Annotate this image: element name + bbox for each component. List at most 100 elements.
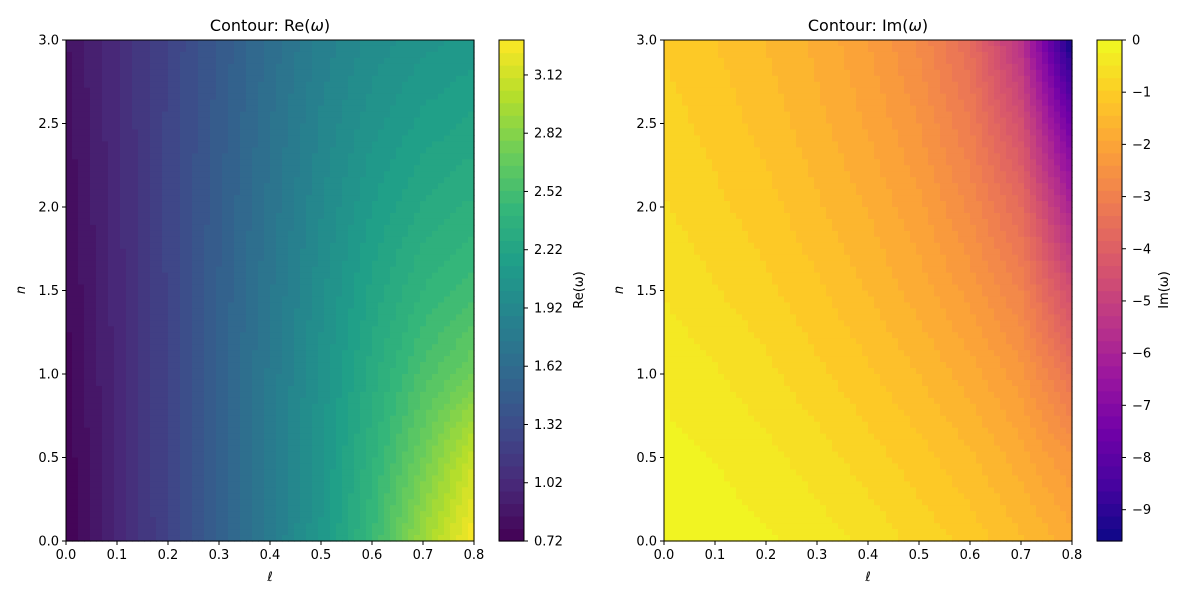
contour-cell (138, 379, 145, 387)
contour-cell (252, 409, 259, 417)
contour-cell (144, 457, 151, 465)
contour-cell (66, 75, 73, 83)
contour-cell (180, 350, 187, 357)
contour-cell (354, 433, 361, 441)
contour-cell (174, 117, 181, 125)
contour-cell (324, 99, 331, 107)
contour-cell (198, 40, 205, 47)
contour-cell (234, 242, 241, 250)
contour-cell (372, 350, 379, 357)
contour-cell (318, 427, 325, 435)
contour-cell (246, 171, 253, 178)
contour-cell (96, 236, 103, 244)
contour-cell (210, 314, 217, 321)
contour-cell (384, 45, 391, 53)
contour-cell (96, 397, 103, 405)
contour-cell (258, 308, 265, 315)
contour-cell (396, 415, 403, 423)
contour-cell (402, 57, 409, 65)
contour-cell (396, 469, 403, 476)
contour-cell (222, 379, 229, 387)
contour-cell (96, 81, 103, 89)
contour-cell (378, 326, 385, 333)
contour-cell (216, 409, 223, 417)
contour-cell (372, 177, 379, 184)
contour-cell (168, 391, 175, 399)
contour-cell (270, 457, 277, 465)
contour-cell (186, 385, 193, 393)
contour-cell (198, 111, 205, 119)
contour-cell (216, 123, 223, 131)
contour-cell (246, 362, 253, 369)
contour-cell (138, 421, 145, 429)
contour-cell (234, 445, 241, 453)
contour-cell (156, 445, 163, 453)
contour-cell (204, 385, 211, 393)
contour-cell (294, 75, 301, 83)
contour-cell (144, 123, 151, 131)
contour-cell (396, 69, 403, 77)
contour-cell (282, 308, 289, 315)
contour-cell (204, 236, 211, 244)
contour-cell (174, 230, 181, 238)
contour-cell (264, 463, 271, 471)
contour-cell (156, 236, 163, 244)
contour-cell (330, 451, 337, 459)
contour-cell (168, 63, 175, 71)
contour-cell (120, 511, 127, 518)
contour-cell (312, 362, 319, 369)
contour-cell (204, 350, 211, 357)
contour-cell (312, 177, 319, 184)
contour-cell (120, 111, 127, 119)
contour-cell (156, 338, 163, 345)
contour-cell (126, 189, 133, 196)
contour-cell (330, 439, 337, 447)
contour-cell (228, 147, 235, 154)
contour-cell (366, 69, 373, 77)
contour-cell (306, 135, 313, 142)
contour-cell (180, 248, 187, 256)
contour-cell (162, 266, 169, 274)
contour-cell (198, 391, 205, 399)
contour-cell (84, 63, 91, 71)
contour-cell (264, 391, 271, 399)
contour-cell (228, 391, 235, 399)
contour-cell (336, 248, 343, 256)
contour-cell (90, 409, 97, 417)
contour-cell (360, 338, 367, 345)
contour-cell (222, 105, 229, 113)
contour-cell (144, 374, 151, 381)
contour-cell (384, 433, 391, 441)
contour-cell (240, 296, 247, 304)
contour-cell (270, 493, 277, 500)
contour-cell (96, 212, 103, 220)
contour-cell (252, 117, 259, 125)
contour-cell (150, 141, 157, 148)
contour-cell (96, 230, 103, 238)
contour-cell (132, 523, 139, 530)
contour-cell (294, 379, 301, 387)
contour-cell (126, 111, 133, 119)
contour-cell (144, 403, 151, 411)
contour-cell (150, 362, 157, 369)
contour-cell (318, 183, 325, 190)
contour-cell (174, 475, 181, 482)
contour-cell (408, 379, 415, 387)
contour-cell (348, 409, 355, 417)
contour-cell (234, 511, 241, 518)
contour-cell (414, 159, 421, 166)
contour-cell (222, 523, 229, 530)
contour-cell (348, 75, 355, 83)
contour-cell (198, 183, 205, 190)
contour-cell (192, 511, 199, 518)
contour-cell (150, 308, 157, 315)
contour-cell (126, 123, 133, 131)
contour-cell (162, 487, 169, 494)
contour-cell (114, 445, 121, 453)
contour-cell (234, 439, 241, 447)
contour-cell (192, 523, 199, 530)
contour-cell (282, 362, 289, 369)
contour-cell (96, 350, 103, 357)
contour-cell (360, 242, 367, 250)
contour-cell (126, 535, 133, 542)
